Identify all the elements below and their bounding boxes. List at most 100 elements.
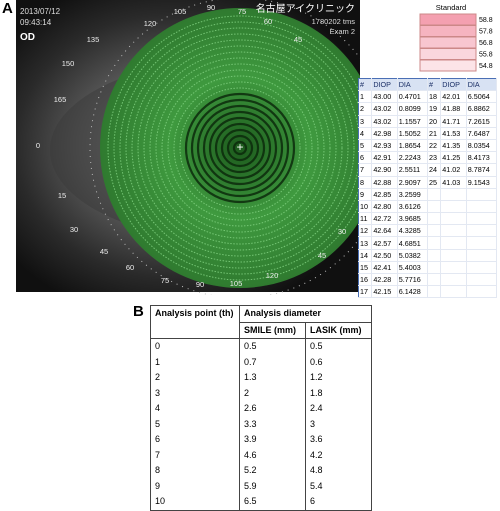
table-cell: [427, 236, 442, 250]
table-cell: 3.2599: [397, 188, 428, 201]
scale-swatch: [419, 36, 477, 49]
table-cell: 12: [358, 224, 373, 238]
table-cell: 14: [358, 249, 373, 262]
table-cell: 5: [150, 416, 240, 432]
angle-label: 45: [318, 251, 326, 260]
table-cell: [427, 285, 442, 299]
table-cell: 0.8099: [397, 102, 428, 116]
table-cell: 41.03: [440, 176, 467, 189]
header-cell: #: [358, 78, 373, 92]
table-cell: 6: [358, 151, 373, 165]
table-cell: 1.8: [305, 385, 372, 401]
ring: [226, 134, 254, 162]
header-cell: DIA: [397, 78, 428, 92]
table-row: 3 2 1.8: [150, 385, 372, 401]
table-cell: 2: [150, 370, 240, 386]
angle-label: 60: [264, 17, 272, 26]
table-cell: 4: [358, 127, 373, 140]
scale-swatch: [419, 13, 477, 26]
table-cell: [427, 261, 442, 275]
table-row: 9 42.85 3.2599: [358, 188, 498, 201]
table-cell: 17: [358, 285, 373, 299]
angle-label: 0: [36, 141, 40, 150]
table-cell: 16: [358, 273, 373, 287]
table-cell: 10: [358, 200, 373, 214]
table-cell: 9.1543: [466, 176, 498, 189]
table-cell: 42.50: [371, 249, 398, 262]
ring: [196, 104, 284, 192]
table-cell: 42.64: [371, 224, 398, 238]
table-cell: [466, 273, 498, 287]
table-cell: 19: [427, 102, 442, 116]
table-cell: [440, 285, 467, 299]
table-cell: 41.02: [440, 163, 467, 177]
ring: [143, 51, 337, 245]
table-cell: 5.4003: [397, 261, 428, 275]
table-cell: 0.5: [305, 338, 372, 355]
angle-label: 75: [238, 7, 246, 16]
table-row: 8 5.2 4.8: [150, 463, 372, 479]
diameter-table: Analysis point (th) Analysis diameter SM…: [150, 305, 372, 511]
table-row: 10 6.5 6: [150, 494, 372, 511]
table-row: 7 4.6 4.2: [150, 447, 372, 463]
table-cell: 1.2: [305, 370, 372, 386]
header-cell: Analysis point (th): [150, 305, 240, 339]
table-cell: 6.1428: [397, 285, 428, 299]
header-cell: LASIK (mm): [305, 321, 372, 339]
scale-label: 55.8: [479, 51, 493, 58]
table-row: 12 42.64 4.3285: [358, 224, 498, 238]
table-row: 17 42.15 6.1428: [358, 285, 498, 299]
table-row: 2 1.3 1.2: [150, 370, 372, 386]
ring: [155, 63, 325, 233]
scale-title: Standard: [436, 3, 466, 12]
ring: [173, 81, 307, 215]
table-cell: 8: [358, 176, 373, 189]
table-cell: 11: [358, 212, 373, 226]
panel-label: B: [133, 303, 144, 320]
table-row: 4 42.98 1.5052 21 41.53 7.6487: [358, 127, 498, 140]
table-cell: 18: [427, 90, 442, 104]
table-cell: 42.85: [371, 188, 398, 201]
angle-label: 105: [174, 7, 187, 16]
table-cell: [466, 236, 498, 250]
ring: [190, 98, 290, 198]
angle-label: 90: [196, 280, 204, 289]
table-cell: 23: [427, 151, 442, 165]
table-cell: 0.4701: [397, 90, 428, 104]
angle-label: 165: [54, 95, 67, 104]
table-cell: [440, 212, 467, 226]
table-cell: 21: [427, 127, 442, 140]
power-table: # DIOP DIA # DIOP DIA 1 43.00 0.4701 18 42.01 6.506…: [358, 78, 498, 299]
table-cell: 15: [358, 261, 373, 275]
table-cell: 22: [427, 139, 442, 153]
table-cell: 2: [358, 102, 373, 116]
table-cell: [427, 224, 442, 238]
table-cell: 7.2615: [466, 115, 498, 128]
scale-swatch: [419, 25, 477, 37]
table-cell: 4.3285: [397, 224, 428, 238]
angle-label: 30: [338, 227, 346, 236]
table-cell: 42.41: [371, 261, 398, 275]
scale: 58.8 57.8 56.8 55.8 54.8: [419, 13, 493, 72]
ring: [232, 140, 248, 156]
table-cell: 1.5052: [397, 127, 428, 140]
table-cell: 42.15: [371, 285, 398, 299]
patient-id: 1780202 tms: [312, 17, 356, 26]
table-row: 2 43.02 0.8099 19 41.88 6.8862: [358, 102, 498, 116]
table-cell: 3: [150, 385, 240, 401]
table-cell: 42.90: [371, 163, 398, 177]
table-row: 0 0.5 0.5: [150, 338, 372, 355]
eye-side: OD: [20, 32, 35, 43]
header-cell: DIA: [466, 78, 498, 92]
table-cell: [440, 236, 467, 250]
table-cell: 2: [239, 385, 306, 401]
table-cell: 3: [358, 115, 373, 128]
date: 2013/07/12: [20, 7, 61, 16]
table-row: 4 2.6 2.4: [150, 401, 372, 417]
center-mark: +: [236, 140, 243, 154]
clinic: 名古屋アイクリニック: [256, 2, 355, 15]
table-cell: 2.9097: [397, 176, 428, 189]
header-cell: #: [427, 78, 442, 92]
table-cell: 4: [150, 401, 240, 417]
